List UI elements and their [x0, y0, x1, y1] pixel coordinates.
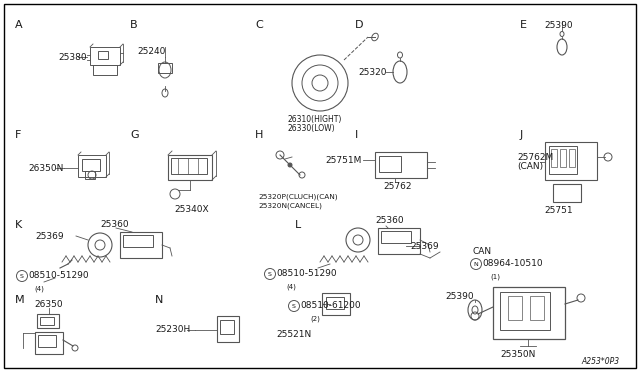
Bar [378, 228, 420, 254]
Text: 25751: 25751 [545, 206, 573, 215]
Bar [381, 231, 411, 243]
Text: 25390: 25390 [544, 21, 573, 30]
Text: CAN: CAN [473, 247, 492, 256]
Bar [90, 47, 120, 65]
Text: 08964-10510: 08964-10510 [482, 260, 543, 269]
Text: A: A [15, 20, 22, 30]
Bar [375, 152, 427, 178]
Text: 25751M: 25751M [325, 155, 362, 164]
Text: 25380: 25380 [58, 52, 86, 61]
Text: 25521N: 25521N [276, 330, 312, 339]
Text: 25320P(CLUCH)(CAN): 25320P(CLUCH)(CAN) [258, 193, 338, 199]
Bar [171, 158, 207, 174]
Bar [493, 287, 565, 339]
Bar [560, 149, 566, 167]
Text: (1): (1) [490, 274, 500, 280]
Bar [78, 155, 106, 177]
Text: S: S [268, 272, 272, 276]
Bar [158, 63, 172, 73]
Bar [322, 293, 350, 315]
Bar [123, 235, 153, 247]
Text: S: S [292, 304, 296, 308]
Bar [549, 146, 577, 174]
Text: 08510-51290: 08510-51290 [276, 269, 337, 279]
Bar [545, 142, 597, 180]
Text: 25230H: 25230H [155, 326, 190, 334]
Bar [379, 156, 401, 172]
Text: E: E [520, 20, 527, 30]
Text: I: I [355, 130, 358, 140]
Text: 25340X: 25340X [174, 205, 209, 214]
Bar [85, 171, 95, 179]
Bar [40, 317, 54, 325]
Text: 25360: 25360 [375, 216, 404, 225]
Text: (4): (4) [286, 284, 296, 291]
Text: L: L [295, 220, 301, 230]
Text: 25350N: 25350N [500, 350, 536, 359]
Text: 26330(LOW): 26330(LOW) [288, 124, 335, 133]
Text: (4): (4) [34, 286, 44, 292]
Text: 26350: 26350 [35, 300, 63, 309]
Text: A253*0P3: A253*0P3 [582, 357, 620, 366]
Circle shape [288, 163, 292, 167]
Text: 25369: 25369 [35, 231, 64, 241]
Bar [37, 314, 59, 328]
Text: J: J [520, 130, 524, 140]
Bar [508, 296, 522, 320]
Text: F: F [15, 130, 21, 140]
Text: 25360: 25360 [100, 220, 129, 229]
Text: B: B [130, 20, 138, 30]
Text: 25390: 25390 [445, 292, 474, 301]
Text: 25240: 25240 [138, 47, 166, 56]
Text: K: K [15, 220, 22, 230]
Bar [569, 149, 575, 167]
Text: N: N [474, 262, 478, 266]
Bar [326, 297, 344, 309]
Text: N: N [155, 295, 163, 305]
Bar [551, 149, 557, 167]
Text: C: C [255, 20, 263, 30]
Text: 25320N(CANCEL): 25320N(CANCEL) [258, 202, 322, 208]
Text: 26310(HIGHT): 26310(HIGHT) [288, 115, 342, 124]
Bar [120, 232, 162, 258]
Text: G: G [130, 130, 139, 140]
Text: 25369: 25369 [410, 241, 438, 250]
Text: D: D [355, 20, 364, 30]
Bar [93, 65, 117, 75]
Text: 26350N: 26350N [28, 164, 63, 173]
Bar [530, 296, 544, 320]
Bar [217, 316, 239, 342]
Bar [500, 292, 550, 330]
Bar [38, 335, 56, 347]
Bar [220, 320, 234, 334]
Text: H: H [255, 130, 264, 140]
Text: M: M [15, 295, 24, 305]
Text: S: S [20, 273, 24, 279]
Bar [168, 155, 212, 180]
Bar [82, 159, 100, 171]
Text: 08510-61200: 08510-61200 [300, 301, 360, 311]
Text: 25320: 25320 [358, 67, 387, 77]
Text: 25762: 25762 [383, 182, 412, 191]
Text: 08510-51290: 08510-51290 [28, 272, 88, 280]
Text: (CAN): (CAN) [517, 161, 543, 170]
Bar [553, 184, 581, 202]
Bar [98, 51, 108, 59]
Text: (2): (2) [310, 316, 320, 323]
Bar [35, 332, 63, 354]
Text: 25762M: 25762M [517, 153, 553, 161]
